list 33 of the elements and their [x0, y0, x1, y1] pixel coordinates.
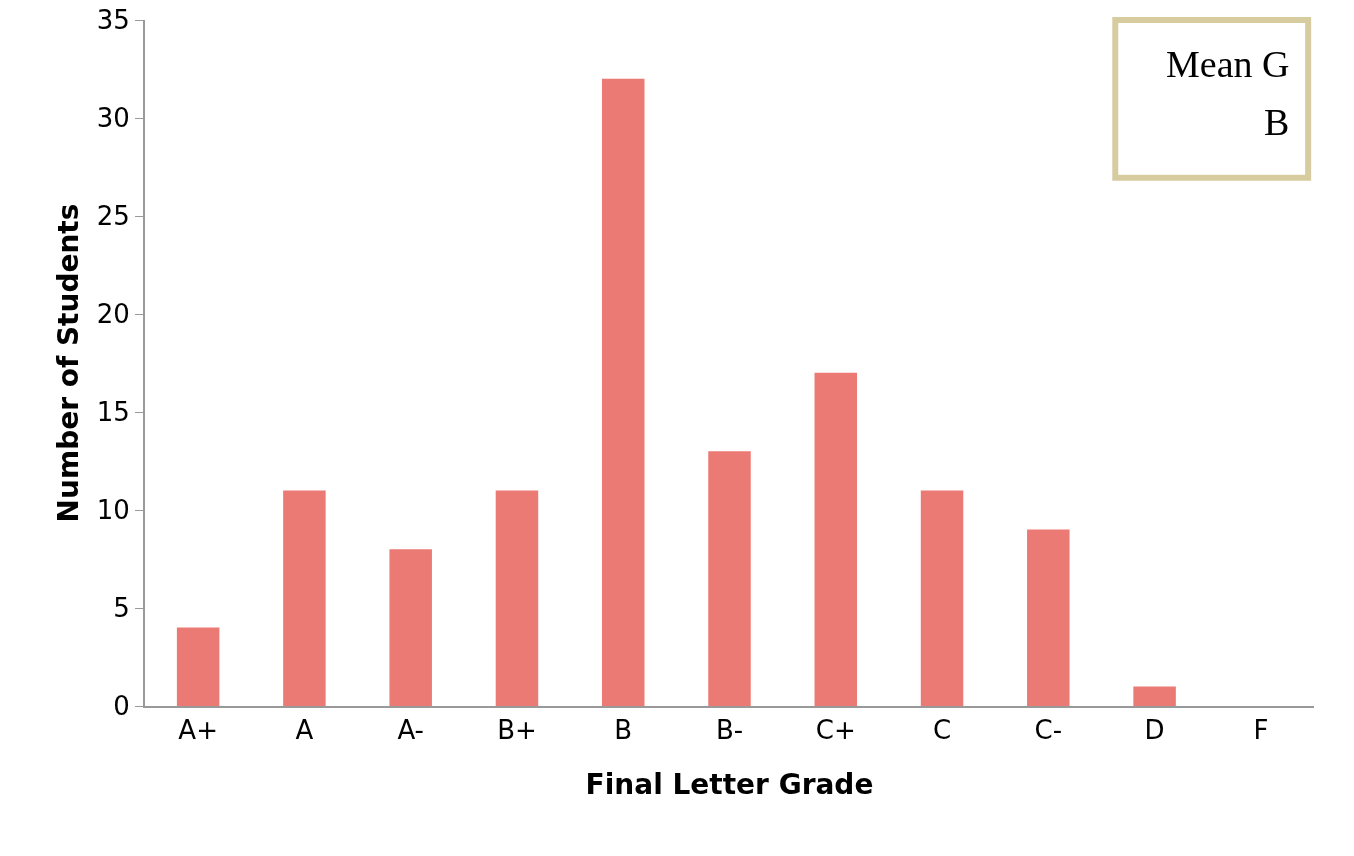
- x-tick-label: B-: [715, 715, 744, 746]
- y-tick-label: 15: [96, 397, 130, 428]
- x-tick-label: B+: [497, 715, 537, 746]
- x-tick-label: A+: [178, 715, 218, 746]
- x-tick-label: A-: [397, 715, 424, 746]
- bar: [176, 627, 220, 706]
- x-tick-label: C: [932, 715, 952, 746]
- bar: [389, 549, 432, 706]
- x-tick-label: F: [1253, 715, 1269, 746]
- y-tick-label: 35: [96, 5, 130, 36]
- y-axis-title: Number of Students: [52, 203, 85, 523]
- y-tick-label: 5: [113, 593, 130, 624]
- bar: [601, 78, 645, 706]
- x-tick-label: D: [1144, 715, 1165, 746]
- annotation: B: [1264, 101, 1290, 143]
- y-tick-label: 10: [96, 495, 130, 526]
- y-tick-label: 25: [96, 201, 130, 232]
- y-tick-label: 30: [96, 103, 130, 134]
- bar: [708, 451, 751, 706]
- annotation: Mean G: [1166, 43, 1290, 85]
- y-tick-label: 20: [96, 299, 130, 330]
- x-tick-label: B: [614, 715, 633, 746]
- bar: [495, 490, 539, 706]
- bar: [1027, 529, 1070, 706]
- bar: [283, 490, 326, 706]
- bar: [1133, 686, 1176, 706]
- y-tick-label: 0: [113, 691, 130, 722]
- x-axis-title: Final Letter Grade: [585, 767, 874, 801]
- x-tick-label: C+: [815, 715, 856, 746]
- bar: [920, 490, 964, 706]
- x-tick-label: A: [295, 715, 314, 746]
- x-tick-label: C-: [1034, 715, 1063, 746]
- bar: [814, 372, 858, 706]
